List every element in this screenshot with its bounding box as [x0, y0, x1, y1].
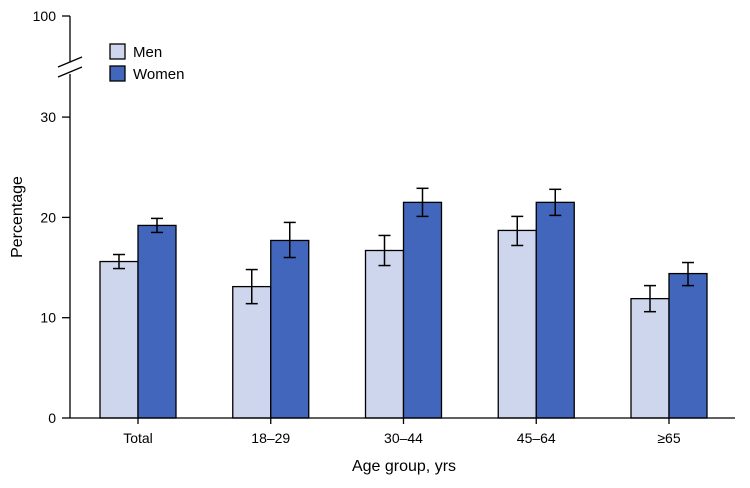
bar-men [232, 285, 272, 419]
x-axis-title: Age group, yrs [352, 458, 456, 475]
x-tick-label: Total [123, 430, 153, 446]
bar-men [630, 297, 670, 419]
bar-women [402, 201, 443, 419]
y-axis-title: Percentage [9, 176, 26, 258]
bar-women [137, 224, 177, 419]
y-axis-break-mark [57, 56, 83, 68]
error-bars-layer [113, 187, 694, 313]
bar-women [535, 201, 575, 419]
bar-women [668, 272, 708, 419]
y-tick-label: 20 [40, 209, 56, 225]
bar-men [497, 229, 537, 419]
legend-swatch-men [109, 43, 126, 60]
legend-label-men: Men [133, 44, 162, 61]
bars-layer [99, 201, 708, 419]
legend-label-women: Women [133, 66, 184, 83]
x-tick-label: 45–64 [517, 430, 556, 446]
bar-men [364, 249, 405, 419]
y-tick-label: 100 [33, 8, 57, 24]
x-tick-label: 30–44 [384, 430, 423, 446]
axes-layer: 0 10 20 30 100 Total 18–29 30–44 45–64 ≥65 [33, 8, 735, 446]
y-axis-break-mark [57, 66, 83, 78]
y-tick-label: 10 [40, 310, 56, 326]
bar-women [270, 239, 310, 419]
legend: Men Women [109, 43, 184, 83]
bar-men [99, 260, 139, 419]
y-tick-label: 0 [48, 410, 56, 426]
legend-swatch-women [109, 65, 126, 82]
y-tick-label: 30 [40, 109, 56, 125]
x-tick-label: ≥65 [657, 430, 680, 446]
x-tick-label: 18–29 [251, 430, 290, 446]
